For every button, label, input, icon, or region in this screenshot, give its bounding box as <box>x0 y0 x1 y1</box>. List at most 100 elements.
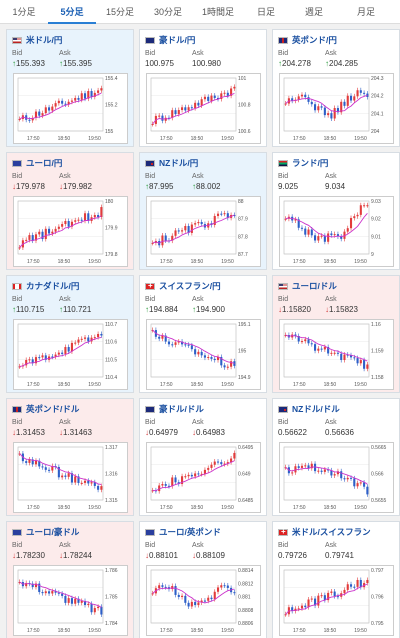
tab-timeframe[interactable]: 日足 <box>256 7 275 17</box>
currency-pair-title[interactable]: NZドル/ドル <box>292 404 340 414</box>
currency-pair-title[interactable]: 英ポンド/円 <box>292 35 337 45</box>
candle-body <box>343 231 346 239</box>
rate-card[interactable]: 英ポンド/円 Bid Ask ↑204.278 ↑204.285 204.3 204.2 20… <box>272 29 400 147</box>
mini-chart[interactable]: 0.797 0.796 0.795 17:50 18:50 19:50 <box>279 565 394 636</box>
currency-pair-title[interactable]: 豪ドル/円 <box>159 35 196 45</box>
tab-timeframe[interactable]: 月足 <box>356 7 375 17</box>
candle-body <box>226 462 229 464</box>
mini-chart[interactable]: 0.6495 0.649 0.6485 17:50 18:50 19:50 <box>146 442 261 513</box>
rate-card[interactable]: ユーロ/ドル Bid Ask ↓1.15820 ↓1.15823 1.16 1.159 1.1… <box>272 275 400 393</box>
candle-body <box>353 96 356 101</box>
candle-body <box>48 591 51 594</box>
currency-pair-title[interactable]: NZドル/円 <box>159 158 199 168</box>
moving-average-line <box>19 215 102 248</box>
tab-timeframe[interactable]: 週足 <box>304 7 323 17</box>
y-tick-label: 0.8806 <box>238 621 254 627</box>
candle-body <box>223 92 226 94</box>
currency-pair-title[interactable]: スイスフラン/円 <box>159 281 221 291</box>
tab-timeframe[interactable]: 1時間足 <box>201 7 234 17</box>
rate-card[interactable]: NZドル/円 Bid Ask ↑87.995 ↑88.002 88 87.9 87.8 87.7… <box>139 152 267 270</box>
mini-chart[interactable]: 155.4 155.2 155 17:50 18:50 19:50 <box>13 73 128 144</box>
mini-chart[interactable]: 110.7 110.6 110.5 110.4 17:50 18:50 19:50 <box>13 319 128 390</box>
rate-card[interactable]: カナダドル/円 Bid Ask ↑110.715 ↑110.721 110.7 110.6 1… <box>6 275 134 393</box>
candle-body <box>291 472 294 474</box>
currency-pair-title[interactable]: 米ドル/スイスフラン <box>292 527 371 537</box>
candle-body <box>151 242 154 244</box>
mini-chart[interactable]: 0.5665 0.566 0.5655 17:50 18:50 19:50 <box>279 442 394 513</box>
candle-body <box>90 603 93 613</box>
candle-body <box>327 469 330 471</box>
mini-chart[interactable]: 1.16 1.159 1.158 17:50 18:50 19:50 <box>279 319 394 390</box>
candle-body <box>284 103 287 105</box>
currency-pair-title[interactable]: 英ポンド/ドル <box>26 404 80 414</box>
candle-body <box>194 102 197 109</box>
currency-pair-title[interactable]: ユーロ/英ポンド <box>159 527 221 537</box>
flag-icon <box>145 36 155 44</box>
rate-card[interactable]: ユーロ/豪ドル Bid Ask ↓1.78230 ↓1.78244 1.786 1.785 1… <box>6 521 134 638</box>
candle-body <box>230 88 233 96</box>
currency-pair-title[interactable]: ランド/円 <box>292 158 329 168</box>
currency-pair-title[interactable]: カナダドル/円 <box>26 281 80 291</box>
bid-number: 0.79726 <box>278 551 307 560</box>
candle-body <box>161 335 164 339</box>
mini-chart[interactable]: 1.317 1.316 1.315 17:50 18:50 19:50 <box>13 442 128 513</box>
mini-chart[interactable]: 9.03 9.02 9.01 9 17:50 18:50 19:50 <box>279 196 394 267</box>
rate-card[interactable]: ユーロ/円 Bid Ask ↓179.978 ↓179.982 180 179.9 179.8… <box>6 152 134 270</box>
bid-number: 179.978 <box>16 182 45 191</box>
bid-number: 0.56622 <box>278 428 307 437</box>
mini-chart[interactable]: 180 179.9 179.8 17:50 18:50 19:50 <box>13 196 128 267</box>
rate-card[interactable]: スイスフラン/円BidAsk↑194.884↑194.900195.119519… <box>139 275 267 393</box>
candle-body <box>158 115 161 117</box>
arrow-down-icon: ↓ <box>145 428 149 437</box>
candle-body <box>67 347 70 352</box>
rate-card[interactable]: 豪ドル/ドル Bid Ask ↓0.64979 ↓0.64983 0.6495 0.649 0… <box>139 398 267 516</box>
rate-card[interactable]: 豪ドル/円 Bid Ask 100.975 100.980 101 100.8 100.6 17… <box>139 29 267 147</box>
candle-body <box>97 215 100 217</box>
x-tick-label: 19:50 <box>221 628 234 634</box>
x-tick-label: 17:50 <box>293 382 306 388</box>
candle-body <box>190 601 193 607</box>
currency-pair-title[interactable]: 豪ドル/ドル <box>159 404 204 414</box>
candle-body <box>38 460 41 467</box>
mini-chart[interactable]: 1.786 1.785 1.784 17:50 18:50 19:50 <box>13 565 128 636</box>
currency-pair-title[interactable]: 米ドル/円 <box>26 35 63 45</box>
rate-card[interactable]: ユーロ/英ポンド Bid Ask ↓0.88101 ↓0.88109 0.8814 0.88… <box>139 521 267 638</box>
candle-body <box>70 221 73 227</box>
candle-body <box>210 357 213 359</box>
bid-value: ↓1.78230 <box>12 551 45 560</box>
candle-body <box>70 598 73 604</box>
candle-body <box>307 339 310 344</box>
currency-pair-title[interactable]: ユーロ/円 <box>26 158 63 168</box>
moving-average-line <box>152 460 235 492</box>
mini-chart[interactable]: 101 100.8 100.6 17:50 18:50 19:50 <box>146 73 261 144</box>
candle-body <box>310 463 313 469</box>
candlestick-chart: 180 179.9 179.8 17:50 18:50 19:50 <box>17 199 118 265</box>
candle-body <box>54 103 57 107</box>
candle-body <box>64 347 67 354</box>
x-tick-label: 18:50 <box>58 259 71 265</box>
candle-body <box>74 598 77 604</box>
ask-number: 0.88109 <box>196 551 225 560</box>
arrow-up-icon: ↑ <box>325 59 329 68</box>
rate-card[interactable]: NZドル/ドル Bid Ask 0.56622 0.56636 0.5665 0.566 0.… <box>272 398 400 516</box>
arrow-down-icon: ↓ <box>12 182 16 191</box>
candle-body <box>48 107 51 111</box>
candle-body <box>90 482 93 484</box>
candle-body <box>100 486 103 490</box>
mini-chart[interactable]: 195.1 195 194.9 17:50 18:50 19:50 <box>146 319 261 390</box>
mini-chart[interactable]: 88 87.9 87.8 87.7 17:50 18:50 19:50 <box>146 196 261 267</box>
tab-timeframe[interactable]: 15分足 <box>105 7 134 17</box>
rate-card[interactable]: 英ポンド/ドル Bid Ask ↓1.31453 ↓1.31463 1.317 1.316 1… <box>6 398 134 516</box>
currency-pair-title[interactable]: ユーロ/豪ドル <box>26 527 80 537</box>
mini-chart[interactable]: 0.8814 0.8812 0.881 0.8808 0.8806 17:50 18:50 1… <box>146 565 261 636</box>
currency-pair-title[interactable]: ユーロ/ドル <box>292 281 337 291</box>
tab-timeframe[interactable]: 5分足 <box>48 0 96 24</box>
rate-card[interactable]: ランド/円 Bid Ask 9.025 9.034 9.03 9.02 9.01 9 17:50 1… <box>272 152 400 270</box>
tab-timeframe[interactable]: 30分足 <box>153 7 182 17</box>
tab-timeframe[interactable]: 1分足 <box>12 7 36 17</box>
y-tick-label: 0.8814 <box>238 568 254 574</box>
rate-card[interactable]: 米ドル/円 Bid Ask ↑155.393 ↑155.395 155.4 155.2 155… <box>6 29 134 147</box>
mini-chart[interactable]: 204.3 204.2 204.1 204 17:50 18:50 19:50 <box>279 73 394 144</box>
candle-body <box>171 235 174 241</box>
